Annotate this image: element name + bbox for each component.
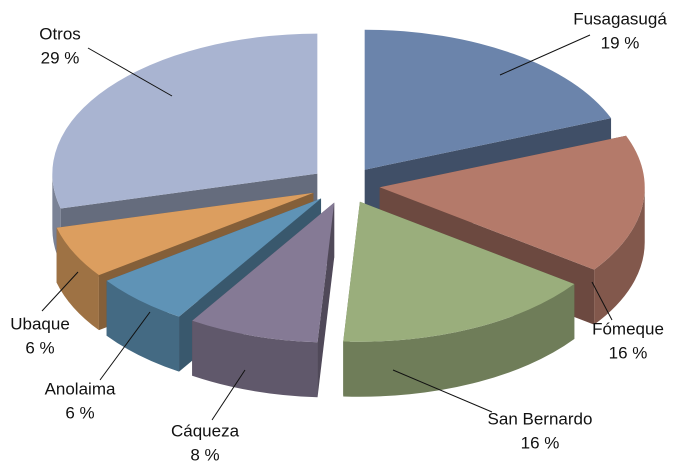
leader-line [499, 34, 591, 76]
slice-label: San Bernardo [488, 409, 593, 428]
leader-line [392, 369, 493, 413]
slice-value-label: 6 % [25, 338, 54, 357]
leader-line [87, 47, 173, 97]
leader-line [99, 311, 151, 381]
slice-value-label: 19 % [601, 33, 640, 52]
slice-value-label: 6 % [65, 403, 94, 422]
slice-label: Otros [39, 24, 81, 43]
slice-value-label: 8 % [190, 445, 219, 461]
slice [192, 202, 335, 343]
leader-line [41, 271, 79, 312]
slice [52, 33, 318, 209]
slice [343, 201, 575, 342]
slice-value-label: 16 % [609, 343, 648, 362]
slice [364, 29, 612, 170]
slice-value-label: 29 % [41, 48, 80, 67]
slice-wall [594, 187, 645, 325]
slice-label: Fusagasugá [573, 9, 667, 28]
slice-label: Fómeque [592, 319, 664, 338]
slice-wall [56, 227, 99, 331]
slice-wall [343, 284, 575, 397]
leader-line [211, 369, 246, 421]
slice [106, 198, 322, 317]
slice-label: Ubaque [10, 314, 70, 333]
slice-wall [192, 320, 318, 398]
slice [56, 192, 314, 276]
slice-label: Anolaima [45, 379, 116, 398]
leader-line [591, 281, 613, 321]
slice [379, 135, 645, 270]
slice-label: Cáqueza [171, 421, 240, 440]
slice-value-label: 16 % [521, 433, 560, 452]
slice-wall [106, 280, 180, 372]
